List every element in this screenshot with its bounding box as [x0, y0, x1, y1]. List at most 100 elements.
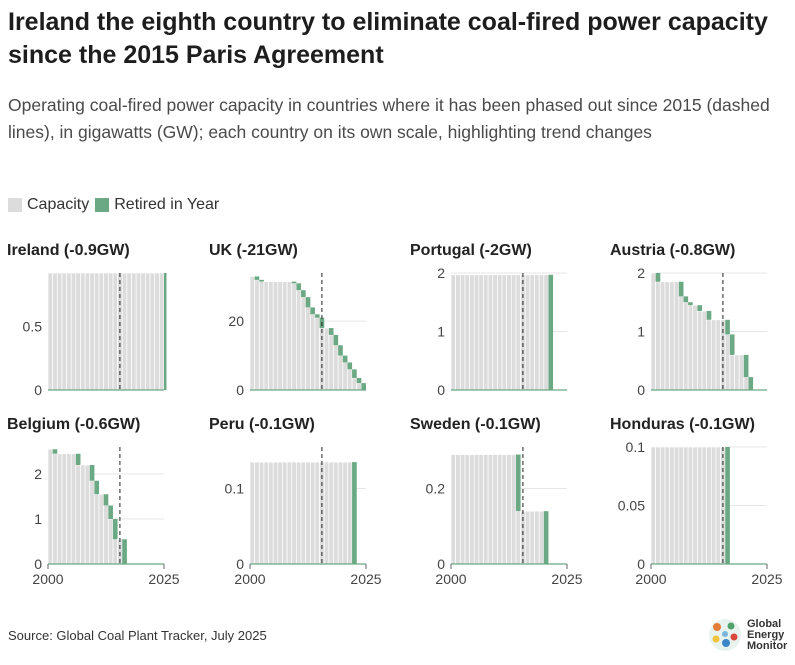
panel-title: UK (-21GW): [209, 242, 298, 259]
capacity-bar: [121, 272, 128, 391]
panel-1: Ireland (-0.9GW) 0 0.5: [7, 242, 167, 398]
capacity-bar: [66, 272, 72, 391]
panel-4: Austria (-0.8GW) 0 1 2: [610, 242, 767, 398]
retired-bar: [688, 302, 693, 306]
capacity-bar: [351, 377, 358, 391]
capacity-bar: [89, 272, 95, 391]
capacity-bar: [89, 480, 95, 565]
x-tick-label: 2000: [635, 571, 666, 587]
capacity-bar: [347, 369, 353, 391]
retired-bar: [706, 311, 712, 320]
capacity-bar: [534, 510, 540, 565]
y-tick-label: 0.05: [618, 498, 645, 514]
panel-title: Honduras (-0.1GW): [610, 416, 755, 433]
capacity-bar: [455, 274, 461, 391]
capacity-bar: [710, 319, 717, 391]
capacity-bar: [296, 461, 302, 565]
capacity-bar: [492, 454, 498, 565]
retired-bar: [743, 354, 749, 378]
chart-subtitle: Operating coal-fired power capacity in c…: [8, 95, 770, 142]
capacity-bar: [286, 281, 293, 391]
capacity-bar: [669, 281, 675, 391]
y-tick-label: 1: [437, 324, 445, 340]
logo-line-2: Energy: [747, 628, 785, 641]
logo-line-1: Global: [747, 617, 782, 630]
capacity-bar: [333, 344, 339, 391]
chart-title: Ireland the eighth country to eliminate …: [8, 8, 768, 69]
capacity-bar: [140, 272, 146, 391]
panel-title: Sweden (-0.1GW): [410, 416, 541, 433]
capacity-bar: [734, 354, 740, 391]
capacity-bar: [75, 464, 81, 565]
y-tick-label: 2: [437, 265, 445, 281]
capacity-bar: [70, 453, 77, 565]
y-tick-label: 0: [236, 556, 244, 572]
retired-bar: [328, 328, 334, 335]
capacity-bar: [455, 454, 461, 565]
retired-bar: [352, 369, 357, 378]
capacity-bar: [650, 446, 656, 565]
capacity-bar: [524, 274, 531, 391]
retired-bar: [342, 355, 348, 363]
capacity-bar: [309, 313, 316, 391]
capacity-bar: [701, 310, 708, 391]
capacity-bar: [678, 296, 684, 391]
capacity-bar: [356, 382, 362, 391]
legend-swatch-capacity: [8, 198, 22, 212]
retired-bar: [75, 453, 81, 465]
retired-bar: [89, 465, 95, 481]
capacity-bar: [510, 454, 517, 565]
capacity-bar: [692, 304, 698, 391]
retired-bar: [543, 511, 549, 564]
capacity-bar: [673, 281, 680, 391]
capacity-bar: [664, 446, 670, 565]
capacity-bar: [529, 274, 535, 391]
capacity-bar: [272, 461, 279, 565]
capacity-bar: [47, 448, 53, 565]
retired-bar: [259, 279, 264, 282]
capacity-bar: [84, 272, 91, 391]
retired-bar: [748, 377, 754, 390]
capacity-bar: [154, 272, 160, 391]
retired-bar: [347, 362, 353, 370]
retired-bar: [103, 494, 109, 506]
capacity-bar: [323, 327, 330, 391]
capacity-bar: [80, 272, 86, 391]
capacity-bar: [538, 510, 545, 565]
capacity-bar: [291, 461, 297, 565]
panel-title: Belgium (-0.6GW): [7, 416, 140, 433]
capacity-bar: [98, 493, 105, 565]
capacity-bar: [506, 274, 512, 391]
capacity-bar: [478, 454, 484, 565]
y-tick-label: 2: [34, 466, 42, 482]
capacity-bar: [52, 453, 58, 565]
capacity-bar: [47, 272, 53, 391]
capacity-bar: [75, 272, 81, 391]
capacity-bar: [655, 446, 661, 565]
legend-item-capacity: Capacity: [8, 196, 89, 214]
capacity-bar: [112, 538, 118, 565]
capacity-bar: [309, 461, 316, 565]
retired-bar: [678, 281, 684, 297]
capacity-bar: [669, 446, 675, 565]
retired-bar: [296, 283, 302, 291]
retired-bar: [361, 383, 366, 390]
capacity-bar: [469, 274, 475, 391]
capacity-bar: [492, 274, 498, 391]
capacity-bar: [126, 272, 132, 391]
retired-bar: [52, 449, 58, 454]
capacity-bar: [323, 461, 330, 565]
capacity-bar: [107, 518, 114, 565]
panel-title: Ireland (-0.9GW): [7, 242, 130, 259]
panel-title: Portugal (-2GW): [410, 242, 532, 259]
capacity-bar: [107, 272, 114, 391]
capacity-bar: [52, 272, 58, 391]
capacity-bar: [659, 446, 666, 565]
y-tick-label: 0.2: [426, 481, 446, 497]
capacity-bar: [61, 453, 67, 565]
capacity-bar: [342, 461, 348, 565]
y-tick-label: 0.5: [23, 318, 43, 334]
panel-title: Austria (-0.8GW): [610, 242, 735, 259]
capacity-bar: [724, 334, 731, 391]
legend-label-capacity: Capacity: [27, 196, 90, 213]
